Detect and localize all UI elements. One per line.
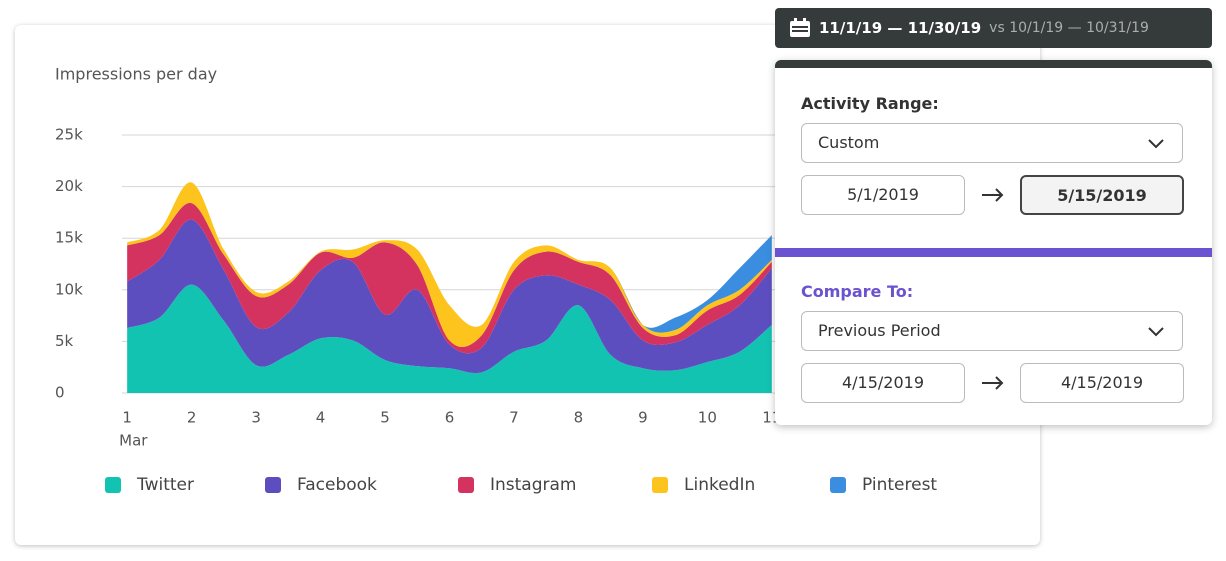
legend-label: Twitter (136, 475, 194, 495)
x-tick-label: 2 (187, 409, 197, 427)
y-tick-label: 25k (55, 126, 83, 144)
chart-title: Impressions per day (55, 65, 217, 84)
compare-range: vs 10/1/19 — 10/31/19 (989, 20, 1149, 36)
y-tick-label: 5k (55, 332, 74, 350)
legend-label: Facebook (297, 475, 377, 495)
x-tick-label: 10 (698, 409, 717, 427)
x-tick-label: 4 (316, 409, 326, 427)
legend-swatch (265, 477, 281, 493)
area (127, 202, 772, 354)
x-tick-label: 7 (509, 409, 519, 427)
calendar-icon (790, 18, 810, 37)
area (127, 182, 772, 347)
chevron (1148, 139, 1164, 149)
legend-swatch (830, 477, 846, 493)
legend-label: Pinterest (862, 475, 937, 495)
y-tick-label: 15k (55, 229, 83, 247)
x-tick-label: 8 (574, 409, 584, 427)
legend-label: LinkedIn (684, 475, 755, 495)
activity-label: Activity Range: (801, 94, 939, 113)
x-tick-label: 9 (638, 409, 648, 427)
legend-swatch (652, 477, 668, 493)
area (127, 219, 772, 374)
compare-start-input[interactable]: 4/15/2019 (801, 363, 965, 403)
date-popover: Activity Range: Custom 5/1/2019 5/15/201… (775, 60, 1212, 425)
start-date-input[interactable]: 5/1/2019 (801, 175, 965, 215)
arrow (982, 376, 1004, 390)
activity-select[interactable]: Custom (801, 123, 1183, 163)
arrow (982, 188, 1004, 202)
x-tick-label: 5 (380, 409, 390, 427)
y-tick-label: 20k (55, 177, 83, 195)
legend-label: Instagram (490, 475, 577, 495)
select-value: Custom (818, 133, 880, 152)
divider (775, 248, 1212, 257)
x-tick-label: 1 (122, 409, 132, 427)
end-date-input[interactable]: 5/15/2019 (1020, 175, 1184, 215)
x-tick-label: 6 (445, 409, 455, 427)
chevron (1148, 327, 1164, 337)
x-month-label: Mar (119, 432, 148, 450)
date-range: 11/1/19 — 11/30/19 (819, 19, 982, 37)
area (127, 284, 772, 393)
compare-select[interactable]: Previous Period (801, 311, 1183, 351)
y-tick-label: 10k (55, 280, 83, 298)
y-tick-label: 0 (55, 384, 65, 402)
x-tick-label: 3 (251, 409, 261, 427)
date-range-bar[interactable]: 11/1/19 — 11/30/19 vs 10/1/19 — 10/31/19 (775, 8, 1212, 48)
legend-swatch (105, 477, 121, 493)
compare-label: Compare To: (801, 282, 914, 301)
select-value: Previous Period (818, 321, 941, 340)
legend-swatch (458, 477, 474, 493)
compare-end-input[interactable]: 4/15/2019 (1020, 363, 1184, 403)
